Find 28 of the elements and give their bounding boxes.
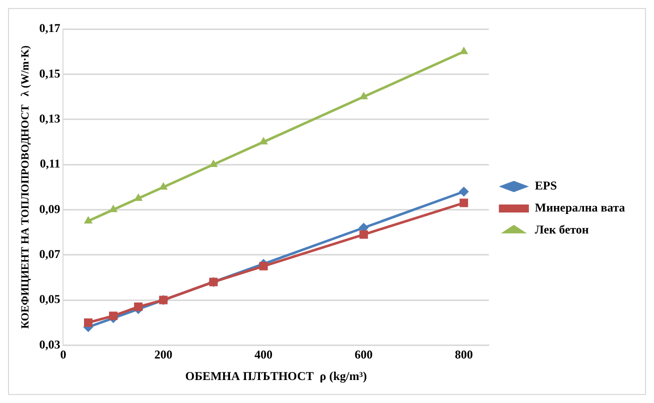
y-tick-label: 0,17 (39, 21, 60, 36)
legend-label: Минерална вата (534, 200, 626, 215)
point (84, 318, 92, 327)
y-tick-label: 0,11 (40, 156, 60, 171)
point (159, 182, 168, 190)
legend-label: Лек бетон (534, 222, 589, 237)
point (460, 198, 468, 208)
y-tick-label: 0,05 (39, 292, 60, 306)
point (460, 46, 468, 54)
y-tick-label: 0,15 (39, 66, 60, 80)
point (359, 230, 368, 239)
legend-label: EPS (534, 178, 558, 193)
point (109, 312, 118, 320)
point (84, 216, 93, 224)
x-axis-title: ОБЕМНА ПЛЪТНОСТ ρ (kg/m³) (185, 368, 367, 383)
x-tick-label: 800 (454, 347, 473, 362)
y-tick-label: 0,13 (39, 111, 60, 126)
x-tick-label: 600 (354, 347, 373, 362)
y-axis-title: КОЕФИЦИЕНТ НА ТОПЛОПРОВОДНОСТ λ (W/m·K) (19, 45, 32, 329)
y-tick-label: 0,07 (39, 246, 60, 261)
y-tick-label: 0,03 (39, 337, 60, 352)
x-tick-label: 200 (154, 347, 172, 362)
x-tick-label: 400 (254, 347, 273, 362)
y-tick-label: 0,09 (39, 202, 60, 216)
point (458, 186, 469, 197)
x-tick-label: 0 (60, 347, 66, 362)
point (259, 262, 268, 270)
point (134, 302, 143, 312)
